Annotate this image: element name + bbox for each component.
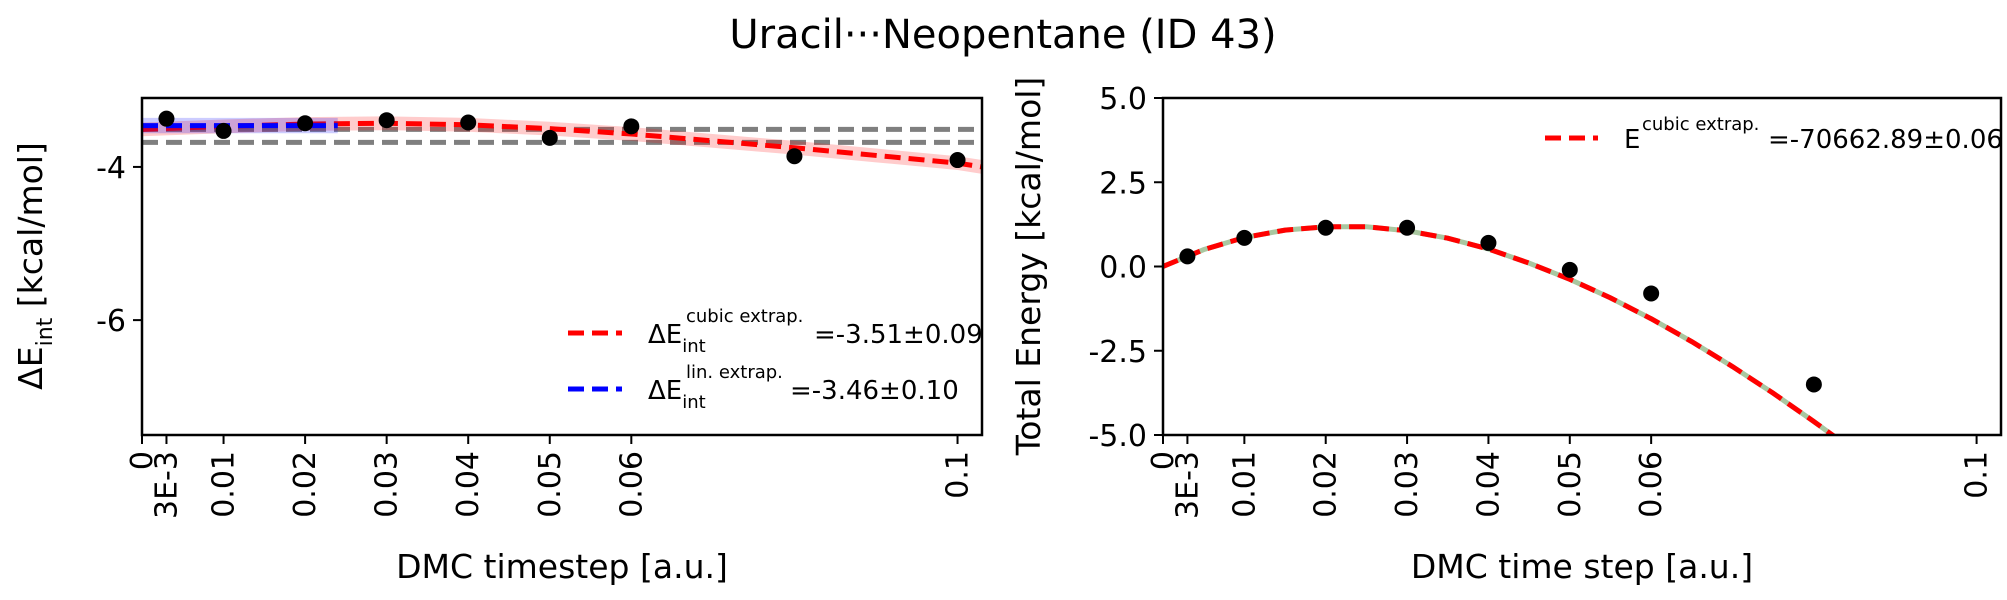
legend-value-total-cubic: =-70662.89±0.06: [1768, 125, 2003, 155]
legend-label-total-cubic: E: [1624, 125, 1640, 155]
x-tick-label: 0: [1146, 451, 1181, 470]
legend-sup-linear: lin. extrap.: [686, 362, 783, 383]
data-point: [1643, 285, 1660, 302]
data-point: [1179, 248, 1196, 265]
x-tick-label: 3E-3: [149, 451, 184, 519]
legend-value-cubic: =-3.51±0.09: [814, 320, 983, 350]
x-tick-label: 0.04: [1471, 451, 1506, 518]
x-tick-label: 0.1: [941, 451, 976, 499]
x-tick-label: 3E-3: [1170, 451, 1205, 519]
x-tick-label: 0.03: [1390, 451, 1425, 518]
data-point: [949, 152, 966, 169]
x-tick-label: 0.02: [288, 451, 323, 518]
data-point: [215, 122, 232, 139]
data-point: [378, 112, 395, 129]
data-point: [1317, 219, 1334, 236]
data-point: [460, 114, 477, 131]
y-tick-label: -2.5: [1088, 335, 1147, 370]
y-tick-label: -4: [96, 151, 126, 186]
right-panel: 03E-3 0.01 0.02 0.03 0.04 0.05 0.06 0.1 5.0 2.5 0.…: [1009, 77, 2003, 586]
data-point: [1399, 219, 1416, 236]
x-tick-label: 0.05: [1553, 451, 1588, 518]
y-tick-label: 5.0: [1099, 82, 1147, 117]
y-tick-label: 0.0: [1099, 251, 1147, 286]
data-point: [1480, 234, 1497, 251]
series-fit-line: [1163, 224, 1837, 435]
y-tick-label: -5.0: [1088, 419, 1147, 454]
data-point: [1236, 229, 1253, 246]
y-tick-label: 2.5: [1099, 166, 1147, 201]
figure-title: Uracil···Neopentane (ID 43): [729, 12, 1276, 58]
data-point: [541, 129, 558, 146]
legend-label-linear: ΔEint: [648, 376, 706, 413]
data-point: [786, 148, 803, 165]
data-point: [623, 118, 640, 135]
x-tick-label: 0: [125, 451, 160, 470]
x-tick-label: 0.01: [1227, 451, 1262, 518]
y-tick-label: -6: [96, 304, 126, 339]
x-tick-label: 0.1: [1960, 451, 1995, 499]
legend-sup-cubic: cubic extrap.: [686, 306, 803, 327]
left-ylabel: ΔEint [kcal/mol]: [11, 142, 58, 390]
left-panel: 03E-3 0.01 0.02 0.03 0.04 0.05 0.06 0.1 -4 -6 DMC…: [11, 96, 984, 586]
left-plot-frame: [140, 96, 984, 437]
legend-label-cubic: ΔEint: [648, 320, 706, 357]
x-tick-label: 0.04: [451, 451, 486, 518]
left-legend: ΔEint cubic extrap. =-3.51±0.09 ΔEint li…: [568, 306, 983, 413]
x-tick-label: 0.06: [1634, 451, 1669, 518]
data-point: [297, 115, 314, 132]
x-tick-label: 0.01: [207, 451, 242, 518]
data-point: [158, 110, 175, 127]
x-tick-label: 0.02: [1309, 451, 1344, 518]
left-xlabel: DMC timestep [a.u.]: [396, 547, 728, 586]
right-ylabel: Total Energy [kcal/mol]: [1009, 77, 1048, 457]
right-xlabel: DMC time step [a.u.]: [1411, 547, 1753, 586]
data-point: [1805, 376, 1822, 393]
data-point: [1561, 261, 1578, 278]
series-line-cubic: [1163, 224, 1837, 435]
right-legend: E cubic extrap. =-70662.89±0.06: [1545, 114, 2003, 155]
x-tick-label: 0.03: [370, 451, 405, 518]
legend-sup-total-cubic: cubic extrap.: [1642, 114, 1759, 135]
legend-value-linear: =-3.46±0.10: [790, 376, 959, 406]
x-tick-label: 0.05: [533, 451, 568, 518]
x-tick-label: 0.06: [614, 451, 649, 518]
